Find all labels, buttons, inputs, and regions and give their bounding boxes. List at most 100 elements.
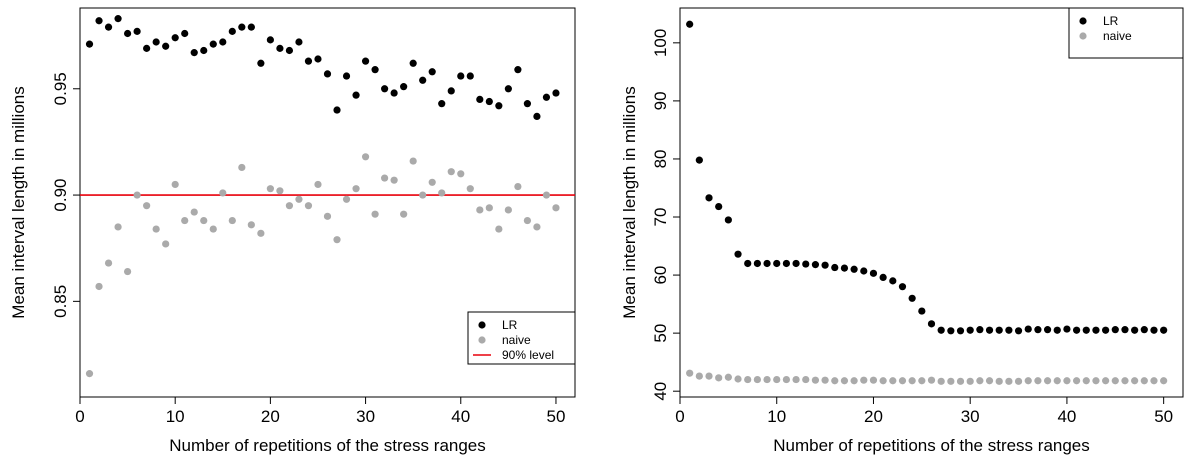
data-point-naive [85,370,94,378]
data-point-naive [1111,377,1119,385]
data-point-lr [879,273,887,281]
data-point-naive [428,178,436,186]
data-point-naive [802,375,810,384]
data-point-naive [792,375,800,384]
data-point-naive [918,377,926,385]
data-point-naive [514,182,522,191]
data-point-lr [114,15,122,23]
data-point-naive [400,210,408,218]
data-point-naive [390,176,398,184]
data-point-naive [1092,377,1100,385]
data-point-lr [123,29,132,38]
data-point-lr [821,261,829,269]
data-point-lr [763,259,771,268]
data-point-lr [831,263,839,272]
data-point-lr [1092,326,1100,334]
data-point-naive [209,225,217,233]
data-point-naive [1014,377,1023,385]
y-tick-label: 0.95 [51,72,70,105]
data-point-lr [1014,327,1023,335]
data-point-naive [314,180,322,189]
data-point-lr [133,27,141,35]
data-point-naive [200,216,208,225]
legend-label-lr: LR [1103,14,1119,28]
chart-panel-2: 0 10 20 30 40 50 40 50 60 70 80 90 100 Number of repe… [620,7,1184,457]
data-point-lr [773,259,781,268]
data-point-naive [1053,377,1061,385]
data-point-lr [352,91,360,99]
data-point-lr [266,36,274,44]
data-point-lr [257,59,265,67]
data-point-lr [1034,326,1042,334]
x-axis-label: Number of repetitions of the stress rang… [773,436,1090,455]
data-point-naive [715,374,723,382]
data-point-lr [927,320,936,328]
data-point-lr [1043,326,1052,334]
data-point-lr [152,38,160,46]
data-point-naive [181,216,189,225]
data-point-naive [114,223,122,231]
data-point-lr [792,259,800,268]
legend-label-reference: 90% level [502,348,554,362]
data-point-lr [533,112,541,121]
data-point-lr [409,59,417,67]
data-point-naive [257,229,265,237]
x-tick-label: 30 [961,407,980,426]
x-tick-label: 40 [1057,407,1076,426]
data-point-lr [143,44,151,52]
y-tick-label: 50 [651,324,670,343]
data-point-naive [927,376,936,384]
data-point-naive [860,376,868,384]
data-point-naive [447,168,455,176]
legend-marker-naive [478,336,486,344]
data-point-naive [898,377,907,385]
data-point-lr [976,326,984,334]
legend-label-naive: naive [1103,29,1132,43]
data-point-naive [381,174,389,182]
data-point-naive [889,377,897,385]
data-point-lr [523,100,532,108]
data-point-naive [523,216,532,225]
data-point-naive [753,375,761,384]
data-point-naive [485,204,493,212]
data-point-lr [419,76,427,84]
data-point-lr [995,326,1003,334]
data-point-naive [476,206,484,214]
data-point-lr [937,326,945,334]
data-point-naive [419,191,427,199]
data-point-lr [466,72,474,80]
data-point-naive [238,163,246,172]
data-point-lr [228,27,236,35]
y-tick-label: 90 [651,91,670,110]
data-point-lr [744,259,752,268]
data-point-lr [314,55,322,63]
data-point-naive [409,157,417,165]
y-tick-label: 40 [651,382,670,401]
data-point-naive [1131,377,1139,385]
x-tick-label: 0 [675,407,684,426]
data-point-lr [898,283,907,291]
data-point-naive [371,210,379,218]
data-point-naive [361,153,370,161]
chart-panel-1: 0 10 20 30 40 50 0.85 0.90 0.95 Number of repetit… [9,7,576,457]
data-point-lr [1131,326,1139,334]
data-point-naive [352,185,360,193]
data-point-naive [276,187,284,195]
x-tick-label: 30 [356,407,375,426]
data-point-naive [1063,377,1071,385]
x-tick-label: 10 [166,407,185,426]
data-point-lr [850,265,858,273]
data-point-naive [1082,377,1090,385]
data-point-naive [1121,377,1129,385]
data-point-naive [295,195,303,203]
data-point-naive [831,377,839,385]
data-point-lr [985,326,994,334]
x-tick-label: 0 [75,407,84,426]
data-point-lr [1121,326,1129,334]
data-point-naive [686,369,694,377]
data-point-lr [276,44,284,52]
data-point-naive [323,212,332,220]
data-point-naive [333,236,341,244]
